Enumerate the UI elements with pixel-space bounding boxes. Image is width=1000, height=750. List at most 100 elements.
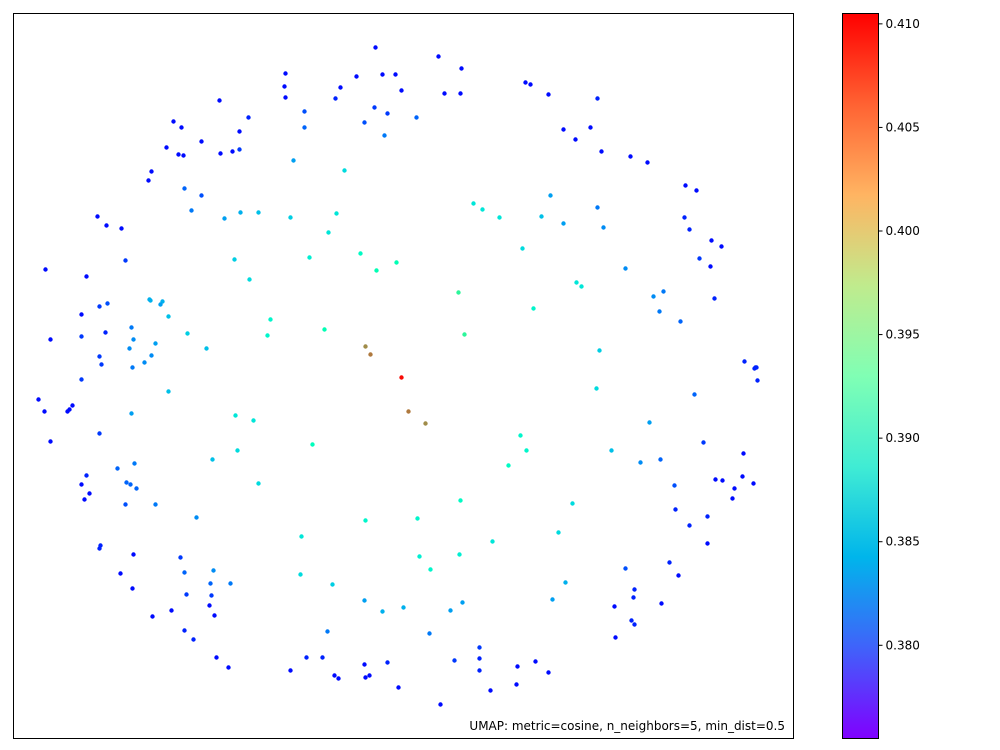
scatter-point (477, 668, 482, 673)
scatter-point (385, 111, 390, 116)
scatter-point (477, 656, 482, 661)
scatter-point (123, 502, 128, 507)
scatter-point (601, 225, 606, 230)
scatter-point (632, 622, 637, 627)
colorbar-tick-label: 0.410 (886, 17, 920, 31)
scatter-point (218, 151, 223, 156)
scatter-point (720, 478, 725, 483)
scatter-point (623, 266, 628, 271)
scatter-point (631, 595, 636, 600)
scatter-point (246, 115, 251, 120)
scatter-point (181, 153, 186, 158)
scatter-point (705, 541, 710, 546)
scatter-point (488, 688, 493, 693)
scatter-point (282, 84, 287, 89)
scatter-point (588, 125, 593, 130)
plot-frame (13, 13, 794, 739)
plot-area: UMAP: metric=cosine, n_neighbors=5, min_… (13, 13, 794, 739)
scatter-point (414, 115, 419, 120)
scatter-point (632, 587, 637, 592)
scatter-point (546, 92, 551, 97)
scatter-point (208, 581, 213, 586)
scatter-point (332, 673, 337, 678)
scatter-point (95, 214, 100, 219)
scatter-point (442, 91, 447, 96)
scatter-point (182, 628, 187, 633)
scatter-point (150, 614, 155, 619)
scatter-point (732, 486, 737, 491)
scatter-point (123, 258, 128, 263)
scatter-point (79, 334, 84, 339)
scatter-point (599, 149, 604, 154)
scatter-point (342, 168, 347, 173)
scatter-point (362, 662, 367, 667)
scatter-point (678, 319, 683, 324)
scatter-point (533, 659, 538, 664)
colorbar-tick-label: 0.405 (886, 120, 920, 134)
colorbar-tick-label: 0.385 (886, 535, 920, 549)
scatter-point (448, 608, 453, 613)
scatter-point (130, 365, 135, 370)
scatter-point (687, 227, 692, 232)
scatter-point (124, 480, 129, 485)
scatter-point (268, 317, 273, 322)
scatter-point (396, 685, 401, 690)
scatter-point (291, 158, 296, 163)
scatter-point (659, 601, 664, 606)
scatter-point (609, 448, 614, 453)
scatter-point (506, 463, 511, 468)
scatter-point (623, 566, 628, 571)
scatter-point (561, 127, 566, 132)
scatter-point (238, 210, 243, 215)
scatter-point (751, 481, 756, 486)
scatter-point (149, 169, 154, 174)
scatter-point (428, 567, 433, 572)
scatter-point (134, 486, 139, 491)
scatter-point (129, 411, 134, 416)
scatter-point (115, 466, 120, 471)
scatter-point (310, 442, 315, 447)
scatter-point (182, 570, 187, 575)
scatter-point (232, 257, 237, 262)
scatter-point (406, 409, 411, 414)
scatter-point (70, 403, 75, 408)
scatter-point (523, 80, 528, 85)
scatter-point (209, 593, 214, 598)
scatter-point (676, 573, 681, 578)
scatter-point (423, 421, 428, 426)
colorbar-tick-label: 0.395 (886, 328, 920, 342)
scatter-point (697, 256, 702, 261)
scatter-point (561, 221, 566, 226)
scatter-point (43, 267, 48, 272)
scatter-point (79, 312, 84, 317)
scatter-point (48, 337, 53, 342)
scatter-point (36, 397, 41, 402)
scatter-point (217, 98, 222, 103)
scatter-point (518, 433, 523, 438)
scatter-point (394, 260, 399, 265)
scatter-point (385, 660, 390, 665)
scatter-point (531, 306, 536, 311)
scatter-point (683, 183, 688, 188)
scatter-point (460, 600, 465, 605)
scatter-point (613, 635, 618, 640)
scatter-point (667, 560, 672, 565)
colorbar-tick-label: 0.400 (886, 224, 920, 238)
scatter-point (651, 294, 656, 299)
scatter-point (471, 201, 476, 206)
scatter-point (226, 665, 231, 670)
scatter-point (358, 251, 363, 256)
scatter-point (546, 670, 551, 675)
scatter-point (336, 676, 341, 681)
scatter-point (176, 152, 181, 157)
scatter-point (401, 605, 406, 610)
scatter-point (48, 439, 53, 444)
scatter-point (595, 205, 600, 210)
scatter-point (235, 448, 240, 453)
scatter-point (207, 603, 212, 608)
colorbar-gradient (842, 13, 879, 739)
scatter-point (629, 618, 634, 623)
scatter-point (283, 95, 288, 100)
scatter-point (42, 409, 47, 414)
scatter-point (97, 354, 102, 359)
